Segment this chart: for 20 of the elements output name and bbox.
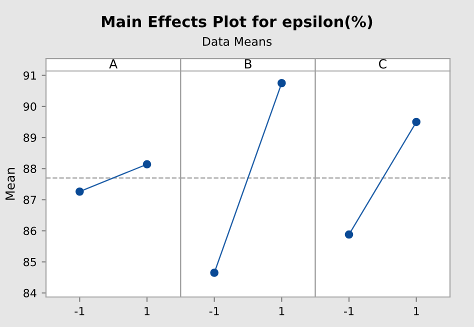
y-tick-label: 91 — [24, 71, 36, 80]
text: Main Effects Plot for epsilon(%) — [102, 15, 372, 30]
y-axis-title: Mean — [6, 168, 15, 200]
x-tick-label: -1 — [344, 307, 354, 316]
x-tick-label: 1 — [144, 307, 150, 316]
text: Data Means — [203, 37, 272, 46]
y-tick-label: 87 — [24, 196, 36, 204]
x-tick-label: 1 — [279, 307, 284, 316]
chart-title: C — [379, 59, 386, 69]
y-tick-label: 89 — [24, 134, 36, 142]
y-tick-label: 85 — [24, 258, 36, 266]
x-tick-label: -1 — [74, 307, 84, 316]
y-tick-label: 90 — [24, 102, 36, 111]
y-tick-label: 86 — [24, 226, 36, 236]
chart-title: A — [109, 59, 118, 68]
x-tick-label: -1 — [209, 307, 219, 316]
x-tick-label: 1 — [414, 307, 419, 316]
y-tick-label: 88 — [24, 164, 36, 173]
chart-title: B — [244, 59, 252, 68]
y-tick-label: 84 — [24, 288, 36, 298]
